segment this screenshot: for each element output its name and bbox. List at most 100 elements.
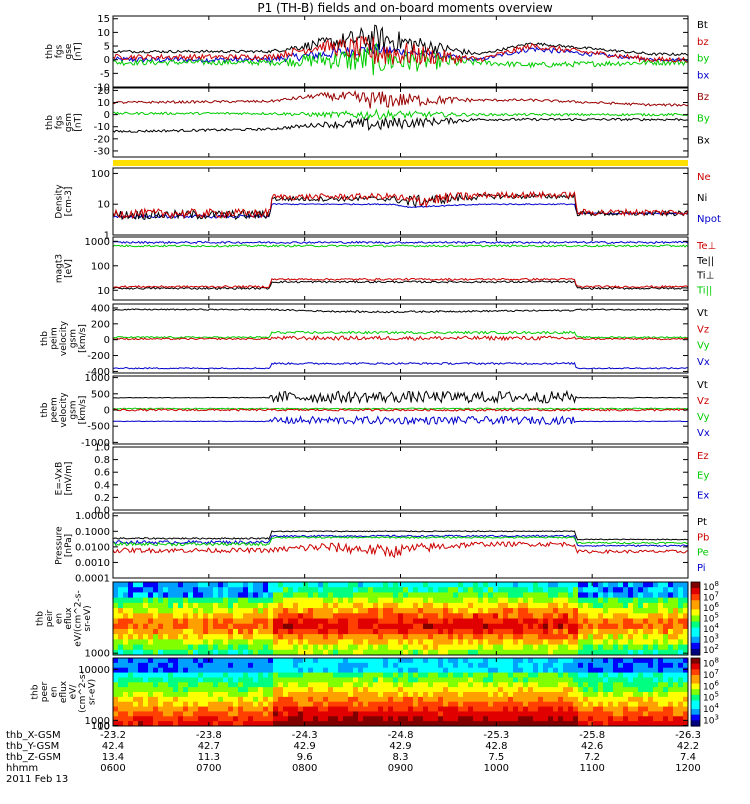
x-tick-value: 11.3	[198, 752, 220, 763]
legend-Te⊥: Te⊥	[696, 241, 716, 252]
x-tick-value: -26.3	[675, 730, 701, 741]
y-axis-label: thb	[40, 402, 50, 417]
legend-Bx: Bx	[697, 135, 710, 146]
y-tick-label: -10	[94, 122, 110, 133]
series-Ti⊥	[113, 240, 688, 245]
fgs_gsm-series-group	[113, 89, 688, 134]
y-tick-label: 1000	[85, 373, 110, 384]
x-row-label: thb_X-GSM	[6, 730, 61, 741]
y-axis-label: eflux	[59, 680, 69, 703]
legend-Ti||: Ti||	[696, 285, 712, 296]
series-Te⊥	[113, 277, 688, 289]
series-Vz	[113, 335, 688, 342]
series-Bt	[113, 24, 688, 57]
colorbar-tick: 106	[703, 601, 719, 614]
y-tick-label: 10	[97, 721, 110, 732]
y-tick-label: 0.6	[94, 468, 110, 479]
legend-bz: bz	[697, 37, 709, 48]
y-tick-label: 0	[104, 110, 110, 121]
y-tick-label: -20	[94, 134, 110, 145]
y-tick-label: 1000	[85, 716, 110, 727]
y-tick-label: 0.0100	[75, 542, 110, 553]
y-axis-label: [km/s]	[78, 396, 88, 425]
y-tick-label: 1.0000	[75, 511, 110, 522]
colorbar-tick: 107	[703, 668, 719, 681]
date-label: 2011 Feb 13	[6, 774, 68, 785]
y-axis-label: sr-eV)	[88, 679, 98, 705]
y-axis-label: fgs	[54, 115, 64, 129]
legend-By: By	[697, 114, 710, 125]
pressure-series-group	[113, 530, 688, 559]
fgs_gse-frame	[112, 15, 689, 88]
x-tick-value: 9.6	[297, 752, 313, 763]
y-tick-label: 0.0001	[75, 574, 110, 585]
y-axis-label: velocity	[59, 392, 69, 428]
x-tick-value: 42.9	[294, 741, 316, 752]
plot-title: P1 (TH-B) fields and on-board moments ov…	[257, 1, 553, 15]
peir_spec-heatmap	[113, 582, 688, 655]
y-tick-label: 0.1000	[75, 527, 110, 538]
y-tick-label: -200	[87, 351, 110, 362]
y-tick-label: -500	[87, 422, 110, 433]
y-tick-label: 1000	[85, 237, 110, 248]
panel-density: 1 10 100 Density [cm-3] Ne Ni Npot	[54, 167, 721, 242]
y-tick-label: 0.0010	[75, 558, 110, 569]
panel-peem_velocity: -1000 -500 0 500 1000 thb peem velocity gsm [km/s…	[40, 373, 710, 449]
x-tick-value: 13.4	[102, 752, 124, 763]
legend-Ti⊥: Ti⊥	[696, 271, 714, 282]
x-tick-value: 0800	[292, 763, 317, 774]
legend-Pt: Pt	[697, 517, 707, 528]
x-tick-value: 7.5	[488, 752, 504, 763]
y-axis-label: gsm	[69, 400, 79, 419]
legend-Npot: Npot	[697, 214, 721, 225]
panel-efield: 0.0 0.2 0.40.6 0.81.0 E=-VxB [mV/m] Ez Ey Ex	[54, 443, 709, 517]
series-bz	[113, 35, 688, 66]
colorbar-tick: 105	[703, 612, 719, 625]
x-tick-value: -23.8	[196, 730, 222, 741]
legend-Vy: Vy	[697, 412, 710, 423]
x-tick-value: 42.9	[389, 741, 411, 752]
y-axis-label: fgs	[54, 44, 64, 58]
series-Vy	[113, 330, 688, 339]
colorbar-tick: 104	[703, 622, 719, 635]
y-axis-label: Pressure	[54, 526, 64, 565]
y-axis-label: thb	[45, 44, 55, 59]
peer_spec-heatmap	[113, 658, 688, 726]
efield-frame	[112, 446, 689, 511]
x-row-label: hhmm	[6, 763, 38, 774]
y-tick-label: 10	[97, 28, 110, 39]
series-Pe	[113, 536, 688, 547]
y-tick-label: -30	[94, 146, 110, 157]
legend-bx: bx	[697, 70, 709, 81]
legend-Vz: Vz	[697, 324, 709, 335]
legend-Vx: Vx	[697, 428, 710, 439]
y-axis-label: velocity	[59, 320, 69, 356]
x-tick-value: 0600	[100, 763, 125, 774]
y-tick-label: 200	[91, 319, 110, 330]
x-tick-value: 42.4	[102, 741, 124, 752]
x-tick-value: -24.3	[292, 730, 318, 741]
x-tick-value: 42.8	[485, 741, 507, 752]
legend-Pb: Pb	[697, 532, 709, 543]
series-Ti||	[113, 244, 688, 248]
y-tick-label: 400	[91, 303, 110, 314]
x-tick-value: 42.7	[198, 741, 220, 752]
legend-Ne: Ne	[697, 172, 711, 183]
y-tick-label: -1000	[81, 438, 110, 449]
colorbar-tick: 108	[703, 657, 719, 670]
x-tick-value: 0700	[196, 763, 221, 774]
y-tick-label: 0	[104, 406, 110, 417]
x-tick-value: 1200	[675, 763, 700, 774]
legend-Vx: Vx	[697, 357, 710, 368]
y-tick-label: -5	[100, 69, 110, 80]
y-axis-label: thb	[40, 331, 50, 346]
colorbar-tick: 108	[703, 580, 719, 593]
y-axis-label: gse	[64, 43, 74, 59]
legend-Vt: Vt	[697, 380, 708, 391]
y-axis-label: eV/	[69, 684, 79, 700]
x-tick-value: 7.4	[680, 752, 696, 763]
y-tick-label: 10	[97, 286, 110, 297]
y-tick-label: 10000	[78, 665, 110, 676]
panel-peim_velocity: -400 -200 0 200 400 thb peim velocity gsm [km/s] V…	[40, 303, 710, 377]
